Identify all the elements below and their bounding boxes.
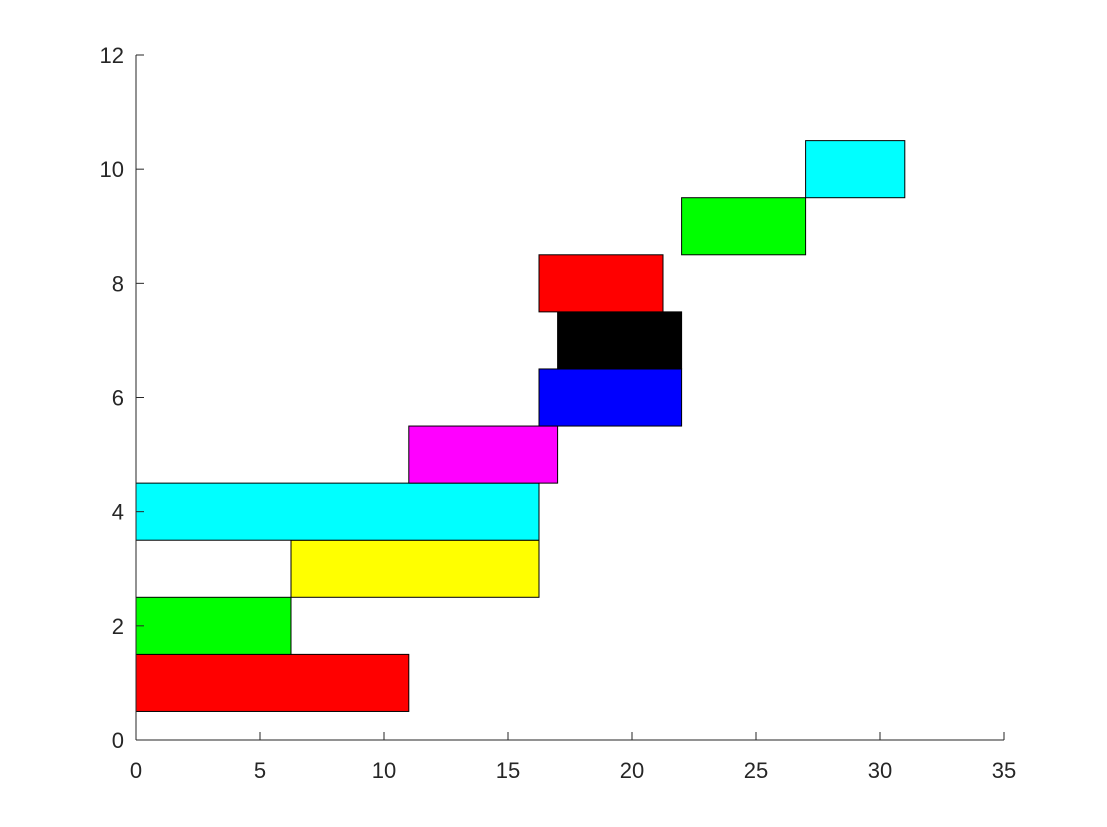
x-tick-label: 35 — [992, 758, 1016, 783]
bar-row-3 — [290, 539, 540, 598]
bar-row-1 — [135, 653, 410, 712]
x-tick-label: 20 — [620, 758, 644, 783]
y-tick-label: 0 — [112, 728, 124, 753]
y-tick-label: 2 — [112, 614, 124, 639]
y-tick-label: 10 — [100, 157, 124, 182]
x-tick-label: 15 — [496, 758, 520, 783]
ticks-layer: 0 2 4 6 8 10 12 0 5 10 15 20 25 30 35 — [100, 43, 1017, 783]
y-tick-label: 6 — [112, 386, 124, 411]
bar-row-8 — [538, 254, 664, 313]
x-tick-label: 30 — [868, 758, 892, 783]
y-tick-label: 8 — [112, 271, 124, 296]
x-tick-label: 0 — [130, 758, 142, 783]
bar-row-10 — [805, 140, 906, 199]
bar-row-7 — [557, 311, 683, 370]
bar-row-4 — [135, 482, 540, 541]
y-tick-label: 4 — [112, 500, 124, 525]
x-tick-label: 10 — [372, 758, 396, 783]
bar-row-6 — [538, 368, 683, 427]
bar-row-5 — [408, 425, 559, 484]
y-tick-label: 12 — [100, 43, 124, 68]
bar-row-9 — [681, 197, 807, 256]
x-tick-label: 5 — [254, 758, 266, 783]
x-tick-label: 25 — [744, 758, 768, 783]
bars-layer — [135, 140, 906, 712]
bar-row-2 — [135, 596, 292, 655]
